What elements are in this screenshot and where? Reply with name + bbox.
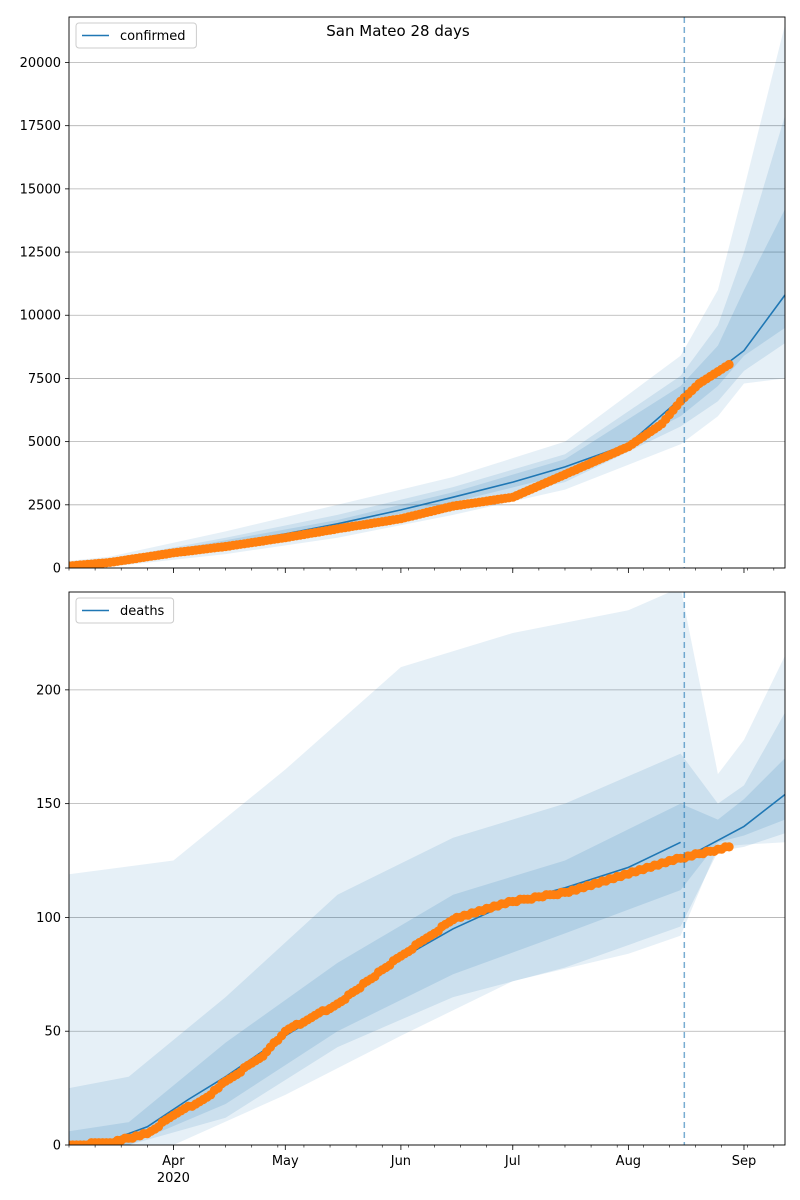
y-tick-label: 7500 [28, 372, 61, 387]
y-tick-label: 12500 [20, 246, 61, 261]
uncertainty-band-inner [69, 758, 785, 1145]
y-tick-label: 200 [36, 683, 61, 698]
observed-point [20, 563, 29, 572]
y-tick-label: 0 [53, 1139, 61, 1154]
observed-point [12, 563, 21, 572]
observed-point [724, 359, 734, 370]
observed-point [9, 563, 18, 572]
y-tick-label: 10000 [20, 309, 61, 324]
x-tick-label: Aug [616, 1154, 641, 1169]
legend-box [75, 597, 175, 624]
observed-point [724, 842, 734, 852]
plot-area [69, 592, 785, 1145]
x-tick-label: May [272, 1154, 299, 1169]
y-tick-label: 0 [53, 562, 61, 577]
confirmed-panel: 0 2500 5000 7500 10000 12500 15000 17500 20000 co… [0, 16, 786, 577]
legend-label: deaths [120, 604, 165, 619]
uncertainty-band-outer [69, 592, 785, 1145]
observed-point [35, 563, 44, 572]
observed-point [23, 563, 32, 572]
x-tick-label: Apr [162, 1154, 185, 1169]
observed-point [16, 563, 25, 572]
y-tick-label: 2500 [28, 498, 61, 513]
x-tick-label: Sep [732, 1154, 757, 1169]
legend-label: confirmed [120, 29, 186, 44]
observed-points [0, 359, 734, 572]
observed-point [69, 563, 70, 568]
y-tick-label: 150 [36, 797, 61, 812]
observed-point [1, 563, 10, 572]
y-tick-label: 100 [36, 911, 61, 926]
x-year-label: 2020 [157, 1171, 190, 1186]
legend-box [75, 22, 197, 49]
legend: deaths [75, 597, 175, 624]
y-tick-label: 15000 [20, 182, 61, 197]
observed-point [31, 563, 40, 572]
deaths-panel: 0 50 100 150 200 Apr May Jun Jul Aug Sep 2020 deaths [36, 591, 786, 1186]
y-tick-label: 17500 [20, 119, 61, 134]
observed-point [0, 563, 7, 572]
y-tick-label: 20000 [20, 56, 61, 71]
uncertainty-band-outer [69, 24, 785, 568]
chart-title: San Mateo 28 days [326, 22, 470, 40]
axes-frame [68, 16, 786, 569]
axes-frame [68, 591, 786, 1146]
y-tick-label: 5000 [28, 435, 61, 450]
plot-area [0, 24, 785, 572]
x-tick-label: Jun [390, 1154, 411, 1169]
observed-point [42, 563, 51, 572]
observed-points [69, 842, 734, 1145]
uncertainty-band-mid [69, 712, 785, 1145]
observed-point [27, 563, 36, 572]
legend: confirmed [75, 22, 197, 49]
y-tick-label: 50 [44, 1025, 61, 1040]
observed-point [5, 563, 14, 572]
observed-point [38, 563, 47, 572]
x-tick-label: Jul [504, 1154, 521, 1169]
